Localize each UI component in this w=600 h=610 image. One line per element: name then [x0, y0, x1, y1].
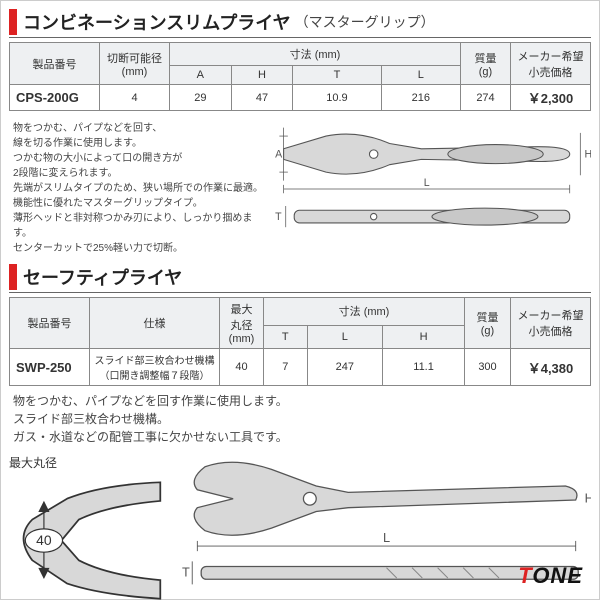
hdr2-L: L [307, 325, 383, 348]
cell2-mass: 300 [465, 349, 511, 386]
table-row: CPS-200G 4 29 47 10.9 216 274 ￥2,300 [10, 85, 591, 111]
hdr-A: A [170, 66, 232, 85]
hdr-part: 製品番号 [10, 43, 100, 85]
section1-title-main: コンビネーションスリムプライヤ [23, 9, 291, 35]
hdr2-part: 製品番号 [10, 298, 90, 349]
cell2-maxd: 40 [220, 349, 264, 386]
section2-table: 製品番号 仕様 最大 丸径 (mm) 寸法 (mm) 質量 (g) メーカー希望… [9, 297, 591, 386]
logo-one: ONE [532, 563, 583, 588]
svg-text:T: T [182, 565, 190, 580]
cell-A: 29 [170, 85, 232, 111]
brand-logo: TONE [518, 563, 583, 589]
hdr-dim: 寸法 (mm) [170, 43, 461, 66]
hdr2-mass: 質量 (g) [465, 298, 511, 349]
section1-table: 製品番号 切断可能径 (mm) 寸法 (mm) 質量 (g) メーカー希望 小売… [9, 42, 591, 111]
cell2-H: 11.1 [383, 349, 465, 386]
hdr2-T: T [264, 325, 308, 348]
cell-part: CPS-200G [10, 85, 100, 111]
cell-price: ￥2,300 [511, 85, 591, 111]
red-accent-bar [9, 264, 17, 290]
cell2-part: SWP-250 [10, 349, 90, 386]
hdr-cut: 切断可能径 (mm) [100, 43, 170, 85]
cell-mass: 274 [461, 85, 511, 111]
svg-text:T: T [275, 211, 282, 223]
cell2-price: ￥4,380 [511, 349, 591, 386]
section1-title: コンビネーションスリムプライヤ （マスターグリップ） [9, 9, 591, 38]
cell2-L: 247 [307, 349, 383, 386]
hdr-L: L [381, 66, 460, 85]
maxd-value: 40 [36, 532, 52, 548]
hdr-price: メーカー希望 小売価格 [511, 43, 591, 85]
hdr-T: T [293, 66, 381, 85]
hdr2-dim: 寸法 (mm) [264, 298, 465, 326]
svg-text:H: H [585, 148, 591, 160]
section1-title-sub: （マスターグリップ） [295, 12, 435, 32]
hdr2-price: メーカー希望 小売価格 [511, 298, 591, 349]
hdr2-H: H [383, 325, 465, 348]
cell-cut: 4 [100, 85, 170, 111]
table-row: SWP-250 スライド部三枚合わせ機構 （口開き調整幅７段階） 40 7 24… [10, 349, 591, 386]
svg-text:H: H [585, 491, 591, 506]
red-accent-bar [9, 9, 17, 35]
hdr-H: H [231, 66, 293, 85]
cell-L: 216 [381, 85, 460, 111]
svg-text:L: L [424, 177, 430, 189]
svg-text:L: L [383, 530, 390, 545]
section2-title: セーフティプライヤ [9, 264, 591, 293]
hdr2-maxd: 最大 丸径 (mm) [220, 298, 264, 349]
maxd-label: 最大丸径 [9, 454, 172, 471]
hdr2-spec: 仕様 [90, 298, 220, 349]
svg-text:A: A [275, 148, 283, 160]
cell2-T: 7 [264, 349, 308, 386]
section1-desc: 物をつかむ、パイプなどを回す、 線を切る作業に使用します。 つかむ物の大小によっ… [13, 121, 265, 256]
cell-T: 10.9 [293, 85, 381, 111]
hdr-mass: 質量 (g) [461, 43, 511, 85]
section2-title-main: セーフティプライヤ [23, 264, 182, 290]
cell-H: 47 [231, 85, 293, 111]
section1-diagram: A H L T [273, 117, 591, 244]
section1-content: 物をつかむ、パイプなどを回す、 線を切る作業に使用します。 つかむ物の大小によっ… [9, 117, 591, 264]
cell2-spec: スライド部三枚合わせ機構 （口開き調整幅７段階） [90, 349, 220, 386]
maxd-diagram: 40 [9, 473, 172, 601]
logo-t: T [518, 563, 532, 588]
section2-desc: 物をつかむ、パイプなどを回す作業に使用します。 スライド部三枚合わせ機構。 ガス… [13, 392, 591, 446]
section2-bottom: 最大丸径 40 H [9, 454, 591, 610]
